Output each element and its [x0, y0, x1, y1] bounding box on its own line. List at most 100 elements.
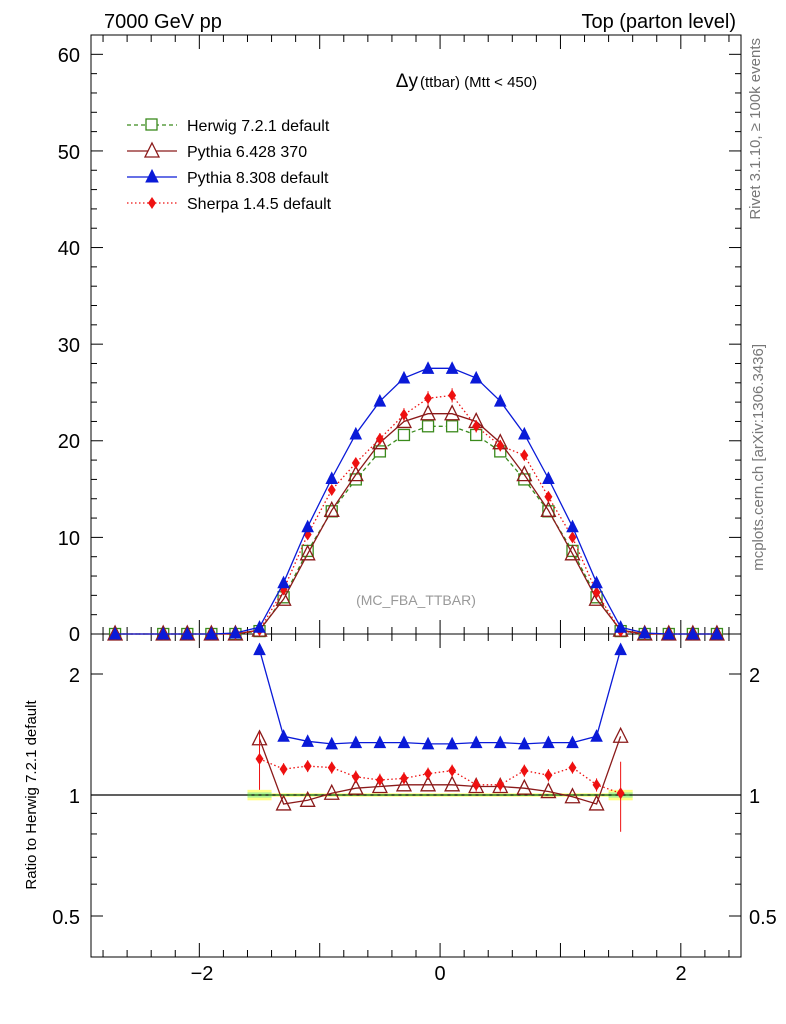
data-point: [421, 420, 435, 433]
ratio-point: [614, 642, 627, 656]
mcplots-label: mcplots.cern.ch [arXiv:1306.3436]: [750, 344, 767, 571]
ratio-y-tick-labels: 0.5 1 2: [52, 665, 80, 929]
main-y-tick-label-60: 60: [58, 45, 80, 67]
header-right: Top (parton level): [581, 11, 736, 33]
main-y-tick-label-40: 40: [58, 238, 80, 260]
legend-item-pythia6: Pythia 6.428 370: [127, 141, 307, 161]
ratio-y-tick-label-right-1: 1: [749, 786, 760, 808]
ratio-point: [419, 775, 437, 792]
legend-label-sherpa: Sherpa 1.4.5 default: [187, 196, 332, 213]
data-point: [373, 394, 387, 407]
ratio-point: [518, 736, 531, 750]
ratio-line: [258, 649, 622, 745]
data-point: [347, 465, 364, 482]
ratio-y-tick-label-right-2: 2: [749, 665, 760, 687]
ratio-point: [444, 775, 461, 792]
data-point: [564, 544, 581, 561]
ratio-point: [349, 735, 363, 749]
ratio-series-1: [253, 642, 627, 750]
series-2: [108, 361, 724, 640]
ratio-point: [371, 777, 388, 794]
legend-item-herwig: Herwig 7.2.1 default: [127, 118, 330, 135]
ratio-point: [299, 790, 316, 807]
data-point: [373, 445, 387, 458]
data-point: [516, 465, 533, 482]
data-point: [205, 626, 218, 640]
data-point: [445, 361, 459, 374]
ratio-point: [373, 735, 387, 749]
data-point: [397, 428, 411, 442]
data-point: [395, 411, 413, 429]
legend-marker-sherpa: [148, 197, 156, 209]
main-axis-ticks: [91, 53, 741, 635]
x-tick-label-0: 0: [434, 963, 445, 985]
ratio-point: [397, 735, 411, 749]
ratio-point: [323, 783, 340, 800]
data-point: [156, 626, 170, 640]
ratio-series-2: [255, 732, 625, 832]
main-y-tick-labels: 0 10 20 30 40 50 60: [58, 45, 80, 646]
main-y-tick-label-30: 30: [58, 335, 80, 357]
x-tick-label-minus2: −2: [191, 963, 214, 985]
x-axis-ticks: [102, 35, 730, 957]
legend-marker-herwig: [145, 118, 158, 131]
ratio-series: [91, 642, 741, 832]
data-point: [419, 404, 437, 421]
ratio-point: [253, 642, 266, 656]
data-point: [253, 620, 266, 633]
ratio-series-0: [251, 726, 629, 811]
data-point: [542, 471, 555, 484]
legend-label-herwig: Herwig 7.2.1 default: [187, 118, 330, 135]
plot-title-symbol: Δy: [396, 71, 419, 92]
main-y-tick-label-10: 10: [58, 528, 80, 550]
legend-label-pythia8: Pythia 8.308 default: [187, 170, 329, 187]
data-point: [275, 589, 292, 606]
data-point: [397, 370, 411, 384]
main-series: [107, 361, 725, 641]
ratio-point: [301, 734, 314, 747]
data-point: [277, 575, 290, 589]
data-point: [614, 620, 627, 633]
x-tick-label-2: 2: [675, 963, 686, 985]
ratio-y-tick-label-1: 1: [69, 786, 80, 808]
data-point: [229, 625, 242, 639]
ratio-y-tick-label-right-0.5: 0.5: [749, 907, 777, 929]
ratio-y-tick-labels-right: 0.5 1 2: [749, 665, 777, 929]
data-point: [325, 471, 339, 484]
data-point: [421, 361, 435, 374]
plot-title-text: (ttbar) (Mtt < 450): [420, 74, 537, 91]
data-point: [588, 589, 605, 606]
legend-item-pythia8: Pythia 8.308 default: [127, 168, 329, 187]
legend: Herwig 7.2.1 default Pythia 6.428 370 Py…: [127, 118, 332, 213]
ratio-point: [493, 735, 507, 749]
ratio-point: [277, 729, 290, 742]
data-point: [469, 370, 483, 384]
ratio-point: [469, 735, 483, 749]
data-point: [710, 626, 724, 640]
ratio-point: [566, 735, 579, 749]
ratio-point: [564, 787, 581, 804]
ratio-point: [347, 778, 364, 795]
ratio-point: [540, 782, 557, 799]
data-point: [444, 404, 461, 421]
data-point: [686, 626, 700, 640]
legend-marker-pythia6: [143, 141, 161, 158]
ratio-line: [258, 736, 622, 805]
legend-marker-pythia8: [145, 168, 159, 183]
data-point: [662, 626, 676, 640]
data-point: [299, 544, 316, 561]
ratio-point: [590, 729, 603, 742]
ratio-point: [445, 736, 459, 750]
ratio-point: [542, 735, 555, 749]
data-point: [540, 500, 557, 517]
ratio-point: [395, 775, 413, 792]
ratio-line: [259, 758, 621, 794]
legend-item-sherpa: Sherpa 1.4.5 default: [127, 196, 332, 213]
ratio-axis-ticks: [91, 673, 741, 917]
ratio-y-tick-label-0.5: 0.5: [52, 907, 80, 929]
ratio-point: [421, 736, 435, 750]
ratio-point: [516, 778, 533, 795]
ratio-point: [612, 726, 629, 743]
main-y-tick-label-0: 0: [69, 624, 80, 646]
